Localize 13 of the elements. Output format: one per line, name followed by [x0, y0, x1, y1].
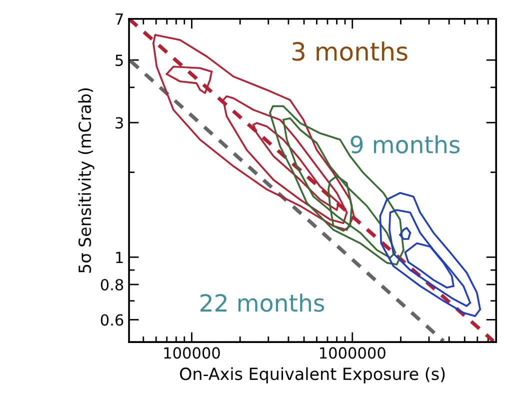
x-axis-title: On-Axis Equivalent Exposure (s) — [180, 367, 445, 384]
annotation: 22 months — [200, 294, 324, 312]
y-tick-label: 1 — [116, 252, 123, 263]
x-tick-label: 100000 — [164, 347, 220, 359]
annotation: 9 months — [350, 135, 460, 154]
x-tick-label: 1000000 — [320, 347, 386, 359]
y-tick-label: 3 — [116, 117, 123, 129]
y-tick-label: 5 — [116, 54, 123, 66]
y-tick-label: 0.6 — [100, 314, 124, 326]
annotation: 3 months — [292, 41, 408, 61]
y-tick-label: 7 — [116, 14, 123, 25]
y-axis-title: 5σ Sensitivity (mCrab) — [78, 88, 94, 273]
y-tick-label: 0.8 — [100, 278, 124, 291]
